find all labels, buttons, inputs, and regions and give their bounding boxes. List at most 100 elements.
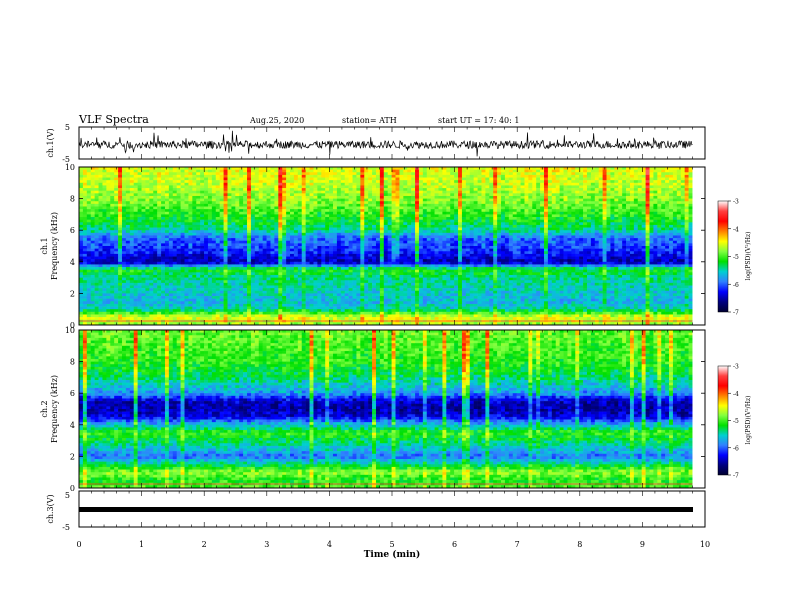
spectrogram-cell — [192, 243, 197, 247]
spectrogram-cell — [137, 206, 142, 210]
spectrogram-cell — [669, 246, 674, 249]
spectrogram-cell — [575, 169, 580, 173]
spectrogram-cell — [82, 195, 88, 199]
spectrogram-cell — [258, 198, 263, 202]
spectrogram-cell — [563, 185, 568, 189]
spectrogram-cell — [313, 235, 318, 239]
spectrogram-cell — [204, 219, 209, 223]
spectrogram-cell — [477, 222, 482, 226]
spectrogram-cell — [481, 224, 486, 228]
spectrogram-cell — [461, 198, 467, 202]
spectrogram-cell — [356, 232, 361, 236]
spectrogram-cell — [415, 190, 420, 194]
spectrogram-cell — [520, 240, 525, 244]
spectrogram-cell — [192, 209, 197, 213]
spectrogram-cell — [594, 188, 599, 191]
spectrogram-cell — [266, 243, 271, 247]
spectrogram-cell — [266, 177, 271, 181]
spectrogram-cell — [207, 232, 213, 236]
spectrogram-cell — [336, 182, 342, 186]
spectrogram-cell — [434, 246, 439, 249]
spectrogram-cell — [481, 240, 486, 244]
spectrogram-cell — [325, 230, 330, 234]
spectrogram-cell — [207, 198, 213, 202]
spectrogram-cell — [415, 195, 420, 199]
spectrogram-cell — [196, 193, 201, 197]
spectrogram-cell — [555, 214, 560, 218]
spectrogram-cell — [485, 224, 490, 228]
spectrogram-cell — [391, 235, 396, 239]
spectrogram-cell — [586, 195, 592, 199]
spectrogram-cell — [602, 222, 607, 226]
spectrogram-cell — [633, 222, 639, 226]
spectrogram-cell — [200, 230, 205, 234]
spectrogram-cell — [395, 238, 400, 242]
spectrogram-cell — [387, 172, 392, 176]
spectrogram-cell — [665, 172, 670, 176]
spectrogram-cell — [516, 243, 521, 247]
spectrogram-cell — [489, 167, 494, 170]
spectrogram-cell — [290, 182, 295, 186]
spectrogram-cell — [559, 167, 564, 170]
spectrogram-cell — [387, 214, 392, 218]
spectrogram-cell — [98, 243, 103, 247]
spectrogram-cell — [211, 182, 217, 186]
spectrogram-cell — [622, 240, 627, 244]
spectrogram-cell — [157, 217, 162, 220]
spectrogram-cell — [180, 203, 185, 207]
spectrogram-cell — [290, 235, 295, 239]
spectrogram-cell — [313, 180, 318, 184]
spectrogram-cell — [98, 195, 103, 199]
spectrogram-cell — [649, 203, 654, 207]
spectrogram-cell — [501, 248, 506, 252]
spectrogram-cell — [528, 203, 533, 207]
spectrogram-cell — [172, 174, 177, 178]
spectrogram-cell — [188, 177, 193, 181]
spectrogram-cell — [114, 203, 119, 207]
spectrogram-cell — [567, 235, 572, 239]
spectrogram-cell — [231, 227, 236, 231]
spectrogram-cell — [200, 227, 205, 231]
spectrogram-cell — [512, 219, 517, 223]
spectrogram-cell — [82, 185, 88, 189]
spectrogram-cell — [395, 243, 400, 247]
spectrogram-cell — [461, 217, 467, 220]
spectrogram-cell — [536, 246, 541, 249]
spectrogram-cell — [215, 190, 220, 194]
spectrogram-cell — [336, 172, 342, 176]
spectrogram-cell — [235, 222, 240, 226]
spectrogram-cell — [465, 167, 471, 170]
spectrogram-cell — [114, 188, 119, 191]
spectrogram-cell — [266, 209, 271, 213]
spectrogram-cell — [219, 222, 224, 226]
spectrogram-cell — [114, 169, 119, 173]
spectrogram-cell — [270, 198, 275, 202]
spectrogram-cell — [379, 217, 385, 220]
spectrogram-cell — [465, 235, 471, 239]
spectrogram-cell — [641, 235, 646, 239]
spectrogram-cell — [590, 174, 596, 178]
spectrogram-cell — [258, 227, 263, 231]
spectrogram-cell — [606, 235, 611, 239]
spectrogram-cell — [196, 174, 201, 178]
spectrogram-cell — [579, 167, 584, 170]
spectrogram-cell — [649, 185, 654, 189]
spectrogram-cell — [446, 232, 451, 236]
spectrogram-cell — [684, 240, 689, 244]
spectrogram-cell — [473, 243, 478, 247]
spectrogram-cell — [684, 190, 689, 194]
spectrogram-cell — [250, 188, 256, 191]
spectrogram-cell — [430, 240, 435, 244]
spectrogram-cell — [586, 177, 592, 181]
spectrogram-cell — [571, 195, 576, 199]
spectrogram-cell — [395, 219, 400, 223]
spectrogram-cell — [665, 217, 670, 220]
spectrogram-cell — [270, 206, 275, 210]
spectrogram-cell — [520, 193, 525, 197]
spectrogram-cell — [485, 211, 490, 215]
spectrogram-cell — [461, 195, 467, 199]
spectrogram-cell — [239, 190, 244, 194]
spectrogram-cell — [446, 248, 451, 252]
spectrogram-cell — [649, 206, 654, 210]
spectrogram-cell — [114, 219, 119, 223]
